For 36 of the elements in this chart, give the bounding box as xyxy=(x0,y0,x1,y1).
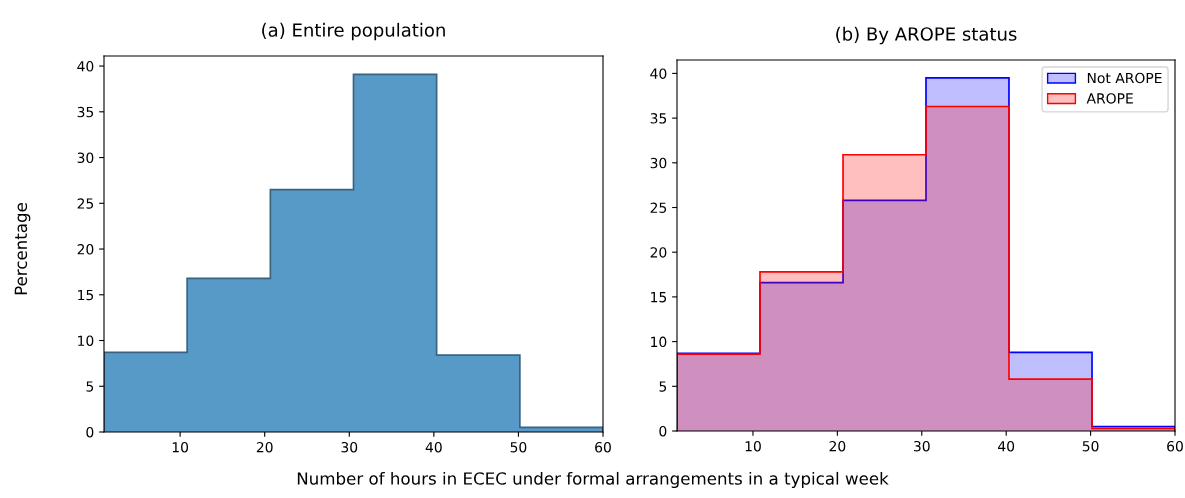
x-tick-label: 40 xyxy=(998,440,1015,452)
x-tick-label: 10 xyxy=(172,441,189,453)
x-tick-label: 40 xyxy=(425,441,442,453)
x-tick-label: 20 xyxy=(829,440,846,452)
y-tick-label: 20 xyxy=(650,247,667,258)
y-tick-label: 10 xyxy=(78,335,94,346)
y-tick-label: 0 xyxy=(86,426,94,438)
y-tick-label: 5 xyxy=(86,381,94,392)
y-tick-label: 15 xyxy=(78,289,94,301)
y-tick-label: 25 xyxy=(77,198,94,209)
y-tick-label: 10 xyxy=(651,336,667,348)
x-tick-label: 50 xyxy=(1082,440,1099,452)
legend-label: AROPE xyxy=(1086,93,1133,104)
y-tick-label: 30 xyxy=(77,152,94,164)
x-tick-label: 60 xyxy=(595,441,611,453)
x-tick-label: 60 xyxy=(1167,440,1183,452)
y-tick-label: 25 xyxy=(650,202,667,213)
x-tick-label: 50 xyxy=(510,441,527,453)
x-tick-label: 20 xyxy=(256,441,273,453)
y-tick-label: 30 xyxy=(650,157,667,169)
y-tick-label: 40 xyxy=(77,61,94,72)
x-tick-label: 30 xyxy=(341,441,358,453)
y-tick-label: 35 xyxy=(77,106,94,118)
y-tick-label: 35 xyxy=(650,113,667,124)
x-axis-title: Number of hours in ECEC under formal arrangements in a typical week xyxy=(297,471,889,489)
y-axis-title: Percentage xyxy=(14,203,31,295)
y-tick-label: 15 xyxy=(651,292,667,303)
y-tick-label: 5 xyxy=(659,381,667,392)
chart-title: (a) Entire population xyxy=(262,22,445,41)
legend-label: Not AROPE xyxy=(1087,72,1162,84)
x-tick-label: 30 xyxy=(914,440,930,452)
y-tick-label: 20 xyxy=(77,244,94,255)
y-tick-label: 40 xyxy=(650,68,667,79)
chart-title: (b) By AROPE status xyxy=(836,26,1017,45)
y-tick-label: 0 xyxy=(659,425,667,437)
x-tick-label: 10 xyxy=(745,440,761,452)
